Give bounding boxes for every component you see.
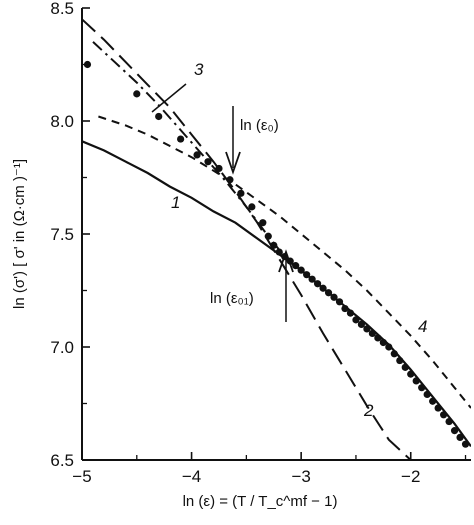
series-3-line [92,41,280,251]
data-point [193,151,201,159]
y-tick-label: 8.0 [50,112,74,131]
data-point [237,189,245,197]
curve3-pointer [151,83,187,113]
data-point [270,241,278,249]
y-axis-title: ln (σ') [ σ' in (Ω·cm )⁻¹] [11,159,28,309]
y-tick-label: 8.5 [50,0,74,18]
data-point [303,271,311,279]
data-point [346,309,355,317]
annotation-eps01-label: ln (ε₀₁) [210,290,254,307]
data-point [264,232,272,240]
data-markers [83,60,470,448]
data-point [456,433,464,441]
curves [82,18,471,460]
data-point [401,363,409,371]
data-point [215,164,223,173]
series-3-label: 3 [194,60,204,79]
data-point [396,356,404,365]
data-point [352,316,360,324]
data-point [368,329,376,338]
annotation-eps0: ln (ε₀) [225,106,279,175]
series-4-label: 4 [418,317,427,336]
data-point [259,219,267,227]
x-tick-label: −3 [291,467,310,486]
data-point [248,203,256,211]
data-point [297,266,305,274]
tick-labels: −5 −4 −3 −2 6.5 7.0 7.5 8.0 8.5 [50,0,420,486]
series-4-line [98,115,471,409]
y-tick-label: 7.5 [50,225,74,244]
data-point [379,338,387,347]
data-point [434,404,442,412]
x-tick-label: −5 [72,467,91,486]
data-point [177,135,185,143]
data-point [155,112,163,121]
data-point [330,293,338,301]
data-point [440,411,448,419]
data-point [461,440,470,448]
y-tick-label: 6.5 [50,451,74,470]
series-2-label: 2 [363,401,374,420]
x-tick-label: −4 [182,467,201,486]
data-point [335,298,344,306]
data-point [407,370,415,378]
data-point [450,427,459,435]
data-point [292,262,300,270]
data-point [357,320,366,328]
data-point [445,417,453,426]
data-point [83,60,92,69]
annotation-eps01: ln (ε₀₁) [210,249,294,322]
x-tick-label: −2 [401,467,420,486]
data-point [308,275,316,283]
data-point [204,158,212,166]
data-point [418,384,426,392]
data-point [226,176,234,184]
series-2-line [82,18,412,460]
annotation-eps0-label: ln (ε₀) [240,117,279,134]
series-1-line [82,140,471,448]
data-point [341,304,349,313]
data-point [385,343,393,351]
data-point [319,284,327,292]
series-1-label: 1 [171,193,180,212]
data-point [374,334,382,342]
data-point [423,390,431,399]
data-point [412,377,420,385]
data-point [429,397,437,405]
data-point [363,325,371,333]
data-point [133,90,141,98]
data-point [390,350,398,358]
y-tick-label: 7.0 [50,338,74,357]
data-point [313,280,322,288]
data-point [324,289,333,297]
data-point [275,248,283,256]
x-axis-title: ln (ε) = (T / T_c^mf − 1) [183,493,338,510]
curve-labels: 1 2 3 4 [171,60,427,420]
